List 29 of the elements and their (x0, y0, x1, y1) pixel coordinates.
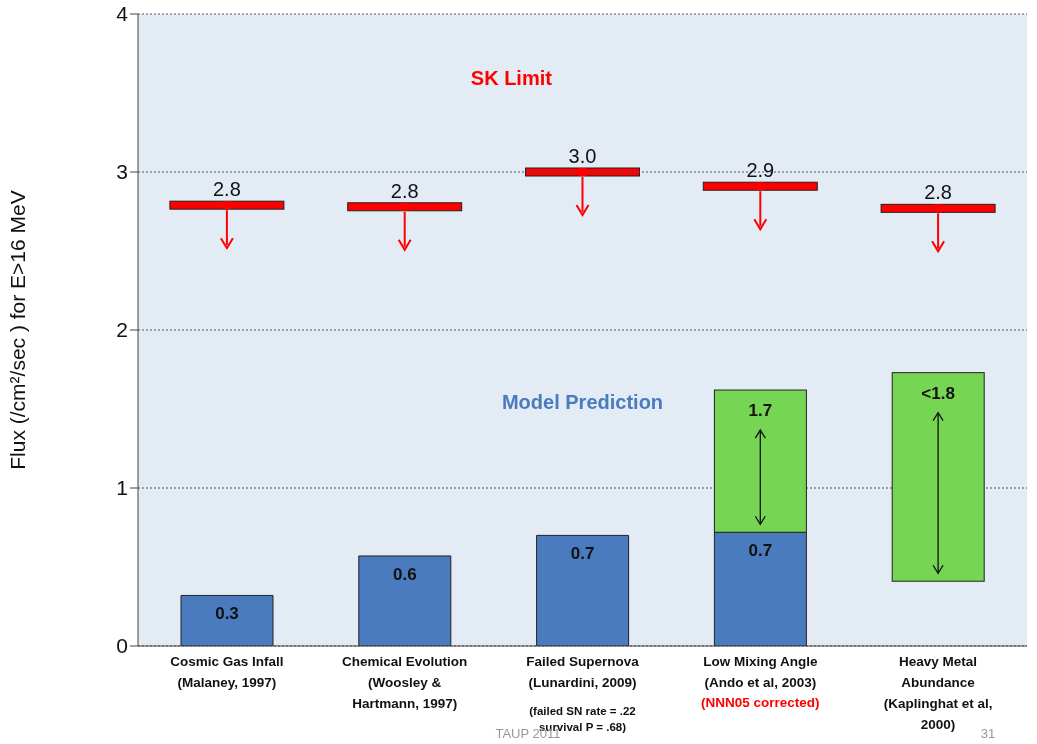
y-axis-title: Flux (/cm²/sec ) for E>16 MeV (6, 190, 30, 470)
data-label: 0.7 (570, 544, 595, 564)
x-tick-label: Chemical Evolution (Woosley & Hartmann, 1997) (342, 654, 468, 711)
y-tick-label: 1 (116, 476, 128, 500)
text: (NNN05 corrected) (701, 695, 820, 710)
data-label: 2.8 (390, 179, 419, 202)
data-label: 2.8 (212, 178, 241, 201)
data-label: 2.8 (924, 181, 953, 204)
text: Model Prediction (501, 391, 664, 413)
bar (891, 372, 985, 582)
data-label: 2.9 (746, 159, 775, 182)
x-tick-label: Low Mixing Angle (Ando et al, 2003) (703, 654, 818, 690)
y-tick-label: 4 (116, 2, 129, 26)
bar (180, 594, 274, 646)
x-tick-label: Cosmic Gas Infall (Malaney, 1997) (170, 654, 284, 690)
data-label: 0.6 (392, 564, 417, 584)
annotation: 1.7 (748, 401, 773, 421)
data-label: 0.7 (748, 541, 773, 561)
bar (536, 534, 630, 646)
y-tick-label: 3 (116, 160, 128, 184)
text: SK Limit (470, 67, 553, 90)
data-label: 3.0 (568, 145, 597, 167)
point (578, 168, 587, 176)
bar (358, 555, 452, 646)
y-tick-label: 2 (116, 318, 128, 342)
data-label: 0.3 (215, 604, 239, 624)
x-tick-label: Failed Supernova (Lunardini, 2009) (526, 654, 640, 690)
annotation: <1.8 (921, 383, 955, 403)
y-tick-label: 0 (116, 634, 128, 658)
